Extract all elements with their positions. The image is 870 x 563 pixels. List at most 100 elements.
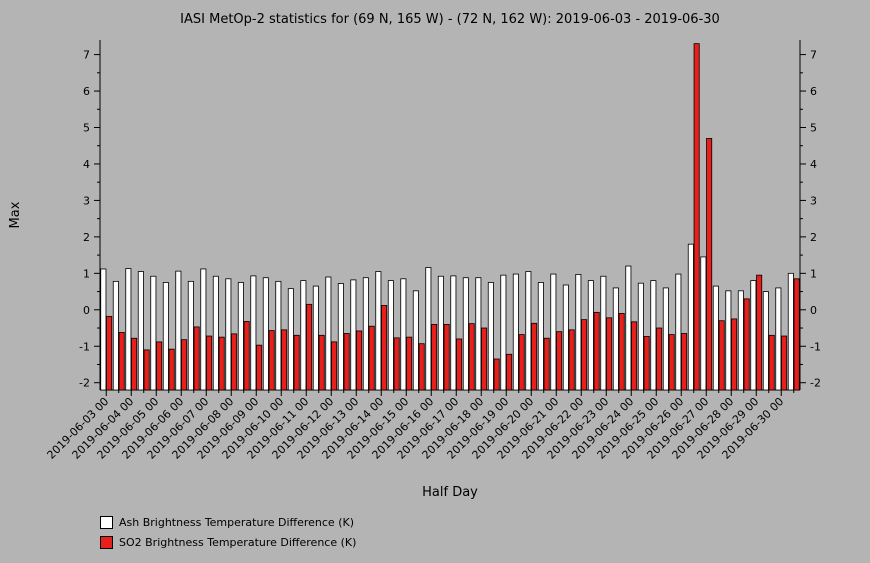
ash-bar	[612, 287, 619, 391]
so2-bar	[443, 323, 450, 391]
ash-bar	[750, 280, 757, 391]
y-tick-label-right: 0	[810, 304, 817, 317]
so2-bar	[406, 336, 413, 391]
y-tick-label-left: -2	[79, 377, 90, 390]
ash-bar	[712, 285, 719, 391]
y-tick-label-left: 3	[83, 194, 90, 207]
so2-bar	[543, 337, 550, 391]
y-tick-label-right: 1	[810, 267, 817, 280]
y-tick-label-right: -2	[810, 377, 821, 390]
legend-swatch-so2	[100, 535, 113, 549]
so2-bar	[693, 43, 700, 391]
ash-bar	[300, 280, 307, 391]
ash-bar	[437, 275, 444, 391]
so2-bar	[518, 334, 525, 391]
ash-bar	[150, 275, 157, 391]
so2-bar	[268, 330, 275, 391]
ash-bar	[375, 271, 382, 391]
so2-bar	[743, 298, 750, 391]
so2-bar	[706, 138, 713, 391]
ash-bar	[550, 273, 557, 391]
so2-bar	[331, 341, 338, 391]
so2-bar	[131, 337, 138, 391]
ash-bar	[425, 267, 432, 391]
so2-bar	[318, 334, 325, 391]
y-tick-label-left: 6	[83, 85, 90, 98]
legend: Ash Brightness Temperature Difference (K…	[100, 512, 356, 552]
ash-bar	[175, 270, 182, 391]
ash-bar	[775, 287, 782, 391]
so2-bar	[681, 333, 688, 391]
so2-bar	[481, 327, 488, 391]
ash-bar	[262, 277, 269, 391]
ash-bar	[400, 278, 407, 391]
legend-entry-ash: Ash Brightness Temperature Difference (K…	[100, 512, 356, 532]
so2-bar	[431, 323, 438, 391]
so2-bar	[356, 330, 363, 391]
ash-bar	[475, 277, 482, 391]
so2-bar	[293, 334, 300, 391]
ash-bar	[362, 277, 369, 391]
so2-bar	[731, 318, 738, 391]
so2-bar	[143, 349, 150, 391]
so2-bar	[418, 343, 425, 391]
so2-bar	[281, 329, 288, 391]
so2-bar	[568, 329, 575, 391]
so2-bar	[193, 326, 200, 391]
so2-bar	[231, 333, 238, 391]
ash-bar	[337, 283, 344, 391]
so2-bar	[643, 336, 650, 391]
ash-bar	[575, 274, 582, 391]
ash-bar	[387, 280, 394, 391]
x-axis-label: Half Day	[422, 485, 478, 500]
so2-bar	[368, 325, 375, 391]
so2-bar	[668, 334, 675, 391]
ash-bar	[450, 275, 457, 391]
so2-bar	[756, 274, 763, 391]
so2-bar	[531, 322, 538, 391]
so2-bar	[218, 336, 225, 391]
ash-bar	[137, 271, 144, 391]
ash-bar	[275, 280, 282, 391]
so2-bar	[343, 333, 350, 391]
legend-entry-so2: SO2 Brightness Temperature Difference (K…	[100, 532, 356, 552]
ash-bar	[650, 280, 657, 391]
ash-bar	[700, 256, 707, 391]
legend-label-ash: Ash Brightness Temperature Difference (K…	[119, 515, 354, 529]
ash-bar	[687, 243, 694, 391]
y-tick-label-left: 5	[83, 122, 90, 135]
so2-bar	[393, 337, 400, 391]
y-tick-label-right: 3	[810, 194, 817, 207]
ash-bar	[512, 273, 519, 391]
ash-bar	[737, 290, 744, 391]
so2-bar	[593, 311, 600, 391]
so2-bar	[243, 321, 250, 391]
so2-bar	[606, 317, 613, 391]
y-tick-label-right: 7	[810, 49, 817, 62]
so2-bar	[581, 319, 588, 391]
ash-bar	[462, 277, 469, 391]
ash-bar	[212, 275, 219, 391]
y-tick-label-left: 1	[83, 267, 90, 280]
ash-bar	[287, 288, 294, 391]
so2-bar	[206, 335, 213, 391]
ash-bar	[525, 271, 532, 391]
ash-bar	[250, 275, 257, 391]
so2-bar	[381, 305, 388, 391]
ash-bar	[587, 280, 594, 391]
y-tick-label-right: 4	[810, 158, 817, 171]
ash-bar	[237, 282, 244, 391]
ash-bar	[537, 282, 544, 391]
y-tick-label-left: -1	[79, 340, 90, 353]
ash-bar	[487, 282, 494, 391]
ash-bar	[725, 290, 732, 391]
ash-bar	[100, 268, 107, 391]
y-tick-label-left: 0	[83, 304, 90, 317]
so2-bar	[556, 331, 563, 391]
so2-bar	[506, 353, 513, 391]
y-tick-label-left: 4	[83, 158, 90, 171]
so2-bar	[256, 344, 263, 391]
ash-bar	[600, 275, 607, 391]
